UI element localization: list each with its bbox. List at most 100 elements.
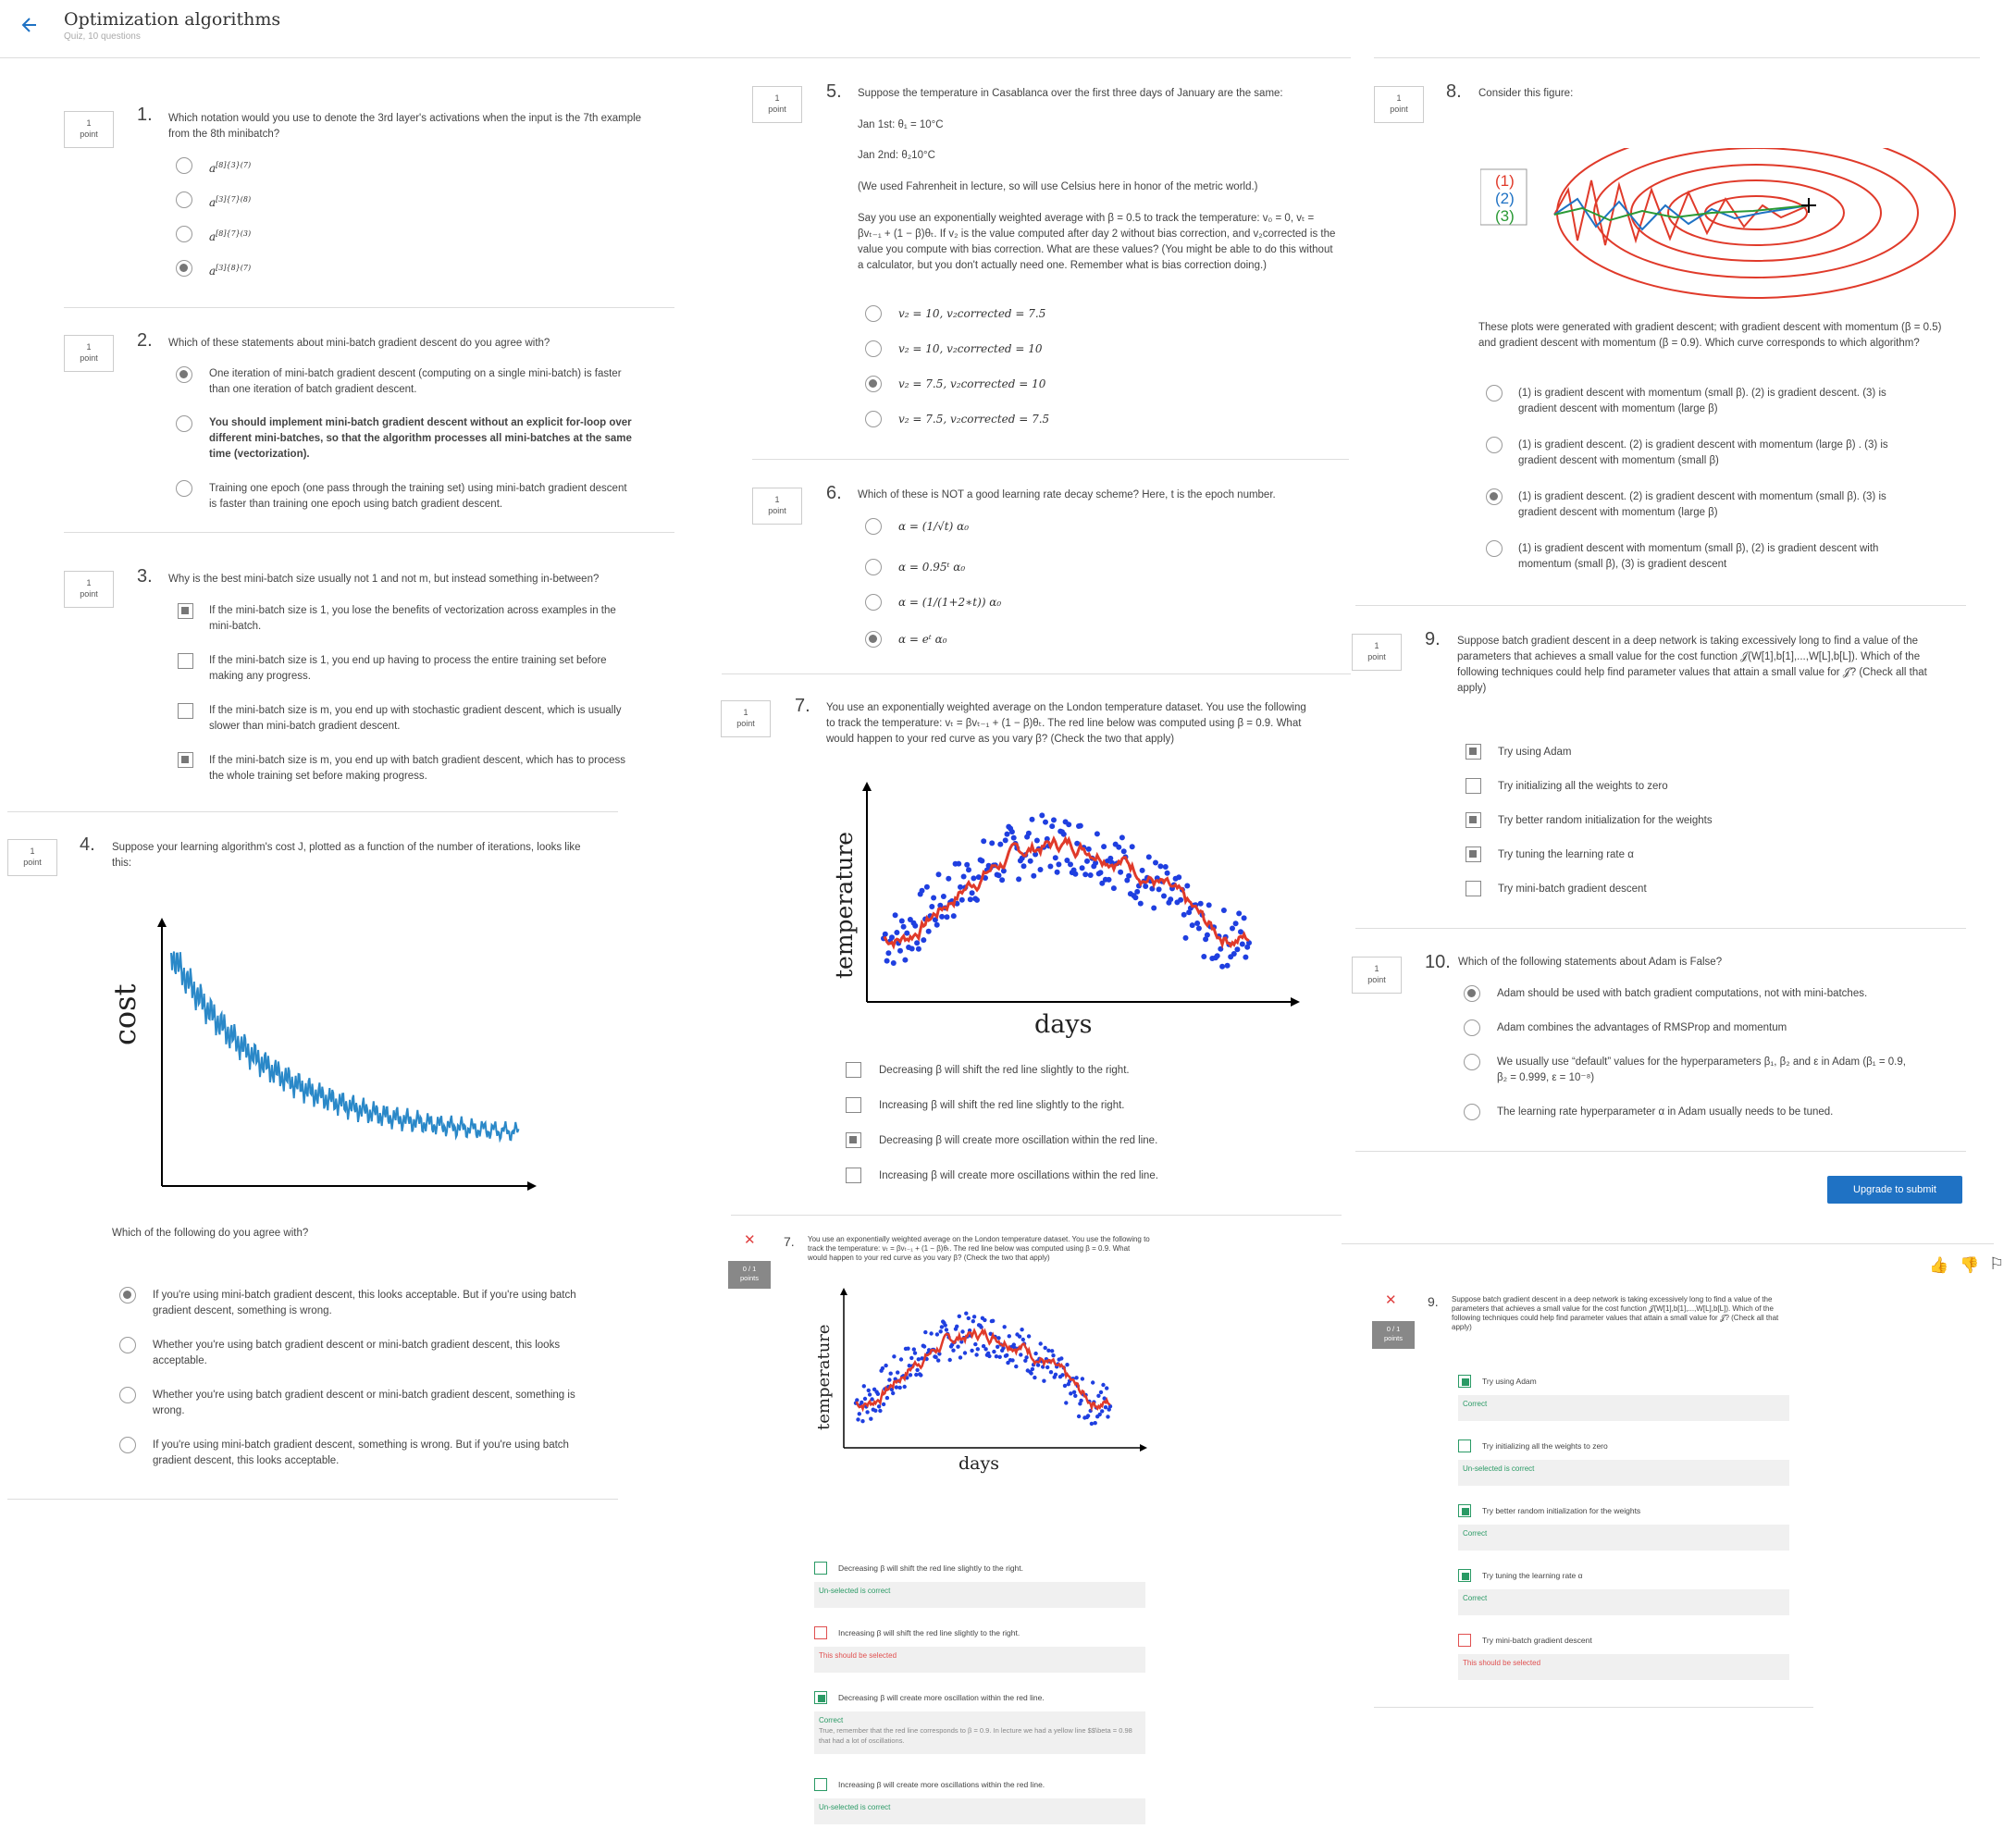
q7-option-1-checkbox[interactable] (846, 1062, 861, 1078)
q1-option-3-radio[interactable] (176, 226, 192, 242)
q10-option-1-radio[interactable] (1464, 985, 1480, 1002)
divider (1342, 1243, 1994, 1244)
scatter-point (1064, 858, 1070, 863)
scatter-point (979, 858, 985, 864)
thumbs-up-icon[interactable]: 👍 (1929, 1256, 1949, 1274)
q8-option-1-radio[interactable] (1486, 385, 1503, 402)
review9-option-4-checkbox (1458, 1569, 1471, 1582)
q3-option-4-checkbox[interactable] (178, 752, 193, 768)
scatter-point (1023, 1358, 1028, 1363)
q6-option-4-radio[interactable] (865, 631, 882, 648)
review9-option-5-checkbox (1458, 1634, 1471, 1647)
flag-icon[interactable]: ⚐ (1989, 1254, 2005, 1273)
scatter-point (951, 1348, 956, 1353)
scatter-point (911, 1347, 916, 1352)
scatter-point (994, 1354, 999, 1359)
scatter-point (1019, 1353, 1023, 1357)
scatter-point (1079, 865, 1085, 871)
q2-option-1-radio[interactable] (176, 366, 192, 383)
q7-option-1: Decreasing β will shift the red line sli… (879, 1065, 1130, 1076)
q5-option-3-radio[interactable] (865, 376, 882, 392)
q5-option-4-radio[interactable] (865, 411, 882, 427)
q10-option-4-radio[interactable] (1464, 1104, 1480, 1120)
review7-score: 0 / 1 points (728, 1261, 771, 1289)
back-arrow-icon[interactable] (19, 15, 39, 35)
q3-option-2-checkbox[interactable] (178, 653, 193, 669)
q1-option-1-radio[interactable] (176, 157, 192, 174)
scatter-point (996, 1336, 1001, 1341)
q6-option-2-radio[interactable] (865, 559, 882, 575)
review9-option-5: Try mini-batch gradient descent (1482, 1636, 1592, 1645)
thumbs-down-icon[interactable]: 👎 (1960, 1256, 1980, 1274)
q10-option-3-radio[interactable] (1464, 1054, 1480, 1070)
q1-option-4-radio[interactable] (176, 260, 192, 277)
q7-temperature-chart (862, 782, 1300, 1007)
q9-option-2-checkbox[interactable] (1466, 778, 1481, 794)
q9-option-1-checkbox[interactable] (1466, 744, 1481, 760)
q5-option-1: v₂ = 10, v₂corrected = 7.5 (898, 307, 1046, 320)
q8-option-1: (1) is gradient descent with momentum (s… (1518, 388, 1886, 414)
q5-option-2-radio[interactable] (865, 340, 882, 357)
q3-option-3: If the mini-batch size is m, you end up … (209, 705, 622, 732)
scatter-point (955, 1324, 959, 1328)
scatter-point (884, 1363, 888, 1368)
q4-option-1-radio[interactable] (119, 1287, 136, 1304)
q5-line-1: Jan 1st: θ₁ = 10°C (858, 119, 944, 130)
q2-option-2-radio[interactable] (176, 415, 192, 432)
scatter-point (1082, 871, 1089, 878)
q8-option-3-radio[interactable] (1486, 488, 1503, 505)
scatter-point (919, 1373, 923, 1378)
q7-option-4-checkbox[interactable] (846, 1168, 861, 1183)
q3-option-3-checkbox[interactable] (178, 703, 193, 719)
scatter-point (885, 950, 892, 957)
q9-option-4-checkbox[interactable] (1466, 846, 1481, 862)
scatter-point (957, 1314, 961, 1318)
scatter-point (909, 1355, 914, 1361)
scatter-point (1085, 846, 1092, 852)
q4-option-3-radio[interactable] (119, 1387, 136, 1403)
scatter-point (1014, 1364, 1019, 1369)
review9-option-1-checkbox (1458, 1375, 1471, 1388)
divider (752, 459, 1349, 460)
upgrade-to-submit-button[interactable]: Upgrade to submit (1827, 1176, 1962, 1204)
q9-option-2: Try initializing all the weights to zero (1498, 781, 1668, 792)
scatter-point (1097, 870, 1104, 876)
review9-score: 0 / 1 points (1372, 1321, 1415, 1349)
scatter-point (1156, 886, 1162, 893)
scatter-point (923, 883, 930, 890)
review7-days-label: days (959, 1453, 999, 1474)
scatter-point (1087, 872, 1094, 878)
scatter-point (873, 1408, 878, 1413)
divider (1355, 1151, 1966, 1152)
q5-option-1-radio[interactable] (865, 305, 882, 322)
scatter-point (1020, 1337, 1025, 1342)
q9-option-5-checkbox[interactable] (1466, 881, 1481, 896)
q6-option-1-radio[interactable] (865, 518, 882, 535)
scatter-point (1053, 1372, 1058, 1377)
divider (1355, 928, 1966, 929)
q3-option-1-checkbox[interactable] (178, 603, 193, 619)
scatter-point (1099, 880, 1106, 886)
review7-feedback-1: Un-selected is correct (814, 1582, 1145, 1608)
scatter-point (1076, 1414, 1082, 1419)
review7-option-1: Decreasing β will shift the red line sli… (838, 1563, 1024, 1573)
q7-option-3-checkbox[interactable] (846, 1132, 861, 1148)
q9-option-3-checkbox[interactable] (1466, 812, 1481, 828)
q9-option-4: Try tuning the learning rate α (1498, 849, 1634, 860)
q7-option-2-checkbox[interactable] (846, 1097, 861, 1113)
q4-option-2-radio[interactable] (119, 1337, 136, 1353)
scatter-point (935, 871, 942, 878)
q4-option-4-radio[interactable] (119, 1437, 136, 1453)
q1-option-2-radio[interactable] (176, 192, 192, 208)
scatter-point (1033, 837, 1040, 844)
review7-option-2-checkbox (814, 1626, 827, 1639)
q6-option-3-radio[interactable] (865, 594, 882, 611)
review9-feedback-3: Correct (1458, 1525, 1789, 1551)
q2-option-3-radio[interactable] (176, 480, 192, 497)
scatter-point (1106, 876, 1112, 883)
q8-option-2-radio[interactable] (1486, 437, 1503, 453)
q8-option-4-radio[interactable] (1486, 540, 1503, 557)
scatter-point (997, 841, 1004, 847)
scatter-point (1084, 858, 1090, 864)
q10-option-2-radio[interactable] (1464, 1019, 1480, 1036)
